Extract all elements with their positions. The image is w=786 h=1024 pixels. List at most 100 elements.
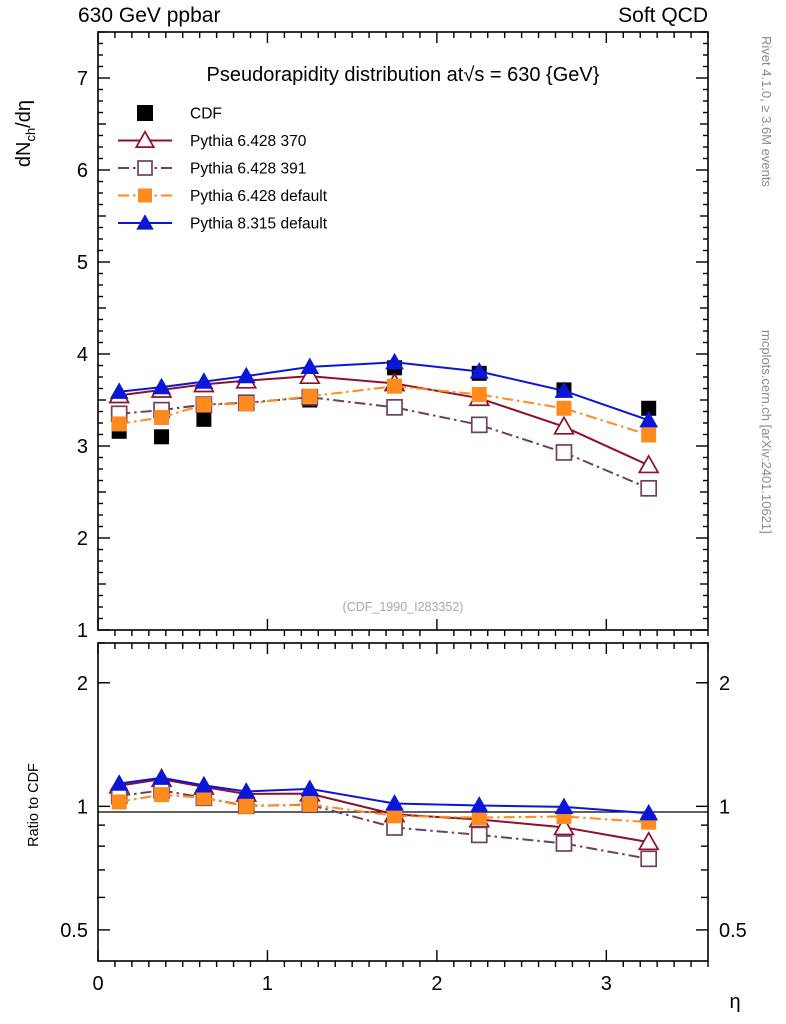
- data-marker: [469, 362, 489, 379]
- legend-item[interactable]: Pythia 6.428 370: [118, 130, 307, 150]
- main-data-series: [108, 352, 660, 497]
- ratio-panel: 2 2 1 1 0.5 0.5: [60, 642, 747, 967]
- data-marker: [236, 782, 256, 799]
- x-axis-tick-labels: 0 1 2 3: [92, 973, 611, 995]
- data-marker: [300, 357, 320, 375]
- x-axis-label: η: [729, 991, 740, 1013]
- plot-title: Pseudorapidity distribution at√s = 630 {…: [207, 64, 600, 86]
- data-marker: [385, 794, 404, 811]
- data-marker: [555, 835, 573, 852]
- data-marker: [641, 427, 657, 443]
- data-marker: [152, 377, 171, 395]
- main-ytick-label: 5: [77, 252, 88, 274]
- data-marker: [298, 364, 321, 385]
- data-marker: [134, 130, 156, 148]
- ratio-data-series: [108, 768, 660, 868]
- legend-item[interactable]: Pythia 6.428 default: [118, 188, 328, 205]
- header-right: Soft QCD: [618, 4, 708, 27]
- data-marker: [236, 366, 256, 384]
- data-marker: [136, 214, 154, 230]
- data-marker: [471, 810, 487, 826]
- data-marker: [471, 386, 487, 402]
- series-pythia-8-315-default: [109, 352, 659, 428]
- data-marker: [553, 415, 575, 435]
- data-marker: [109, 774, 129, 791]
- data-marker: [194, 775, 214, 793]
- main-tickmarks: [97, 31, 709, 636]
- data-marker: [196, 411, 212, 427]
- ratio-ytick-label: 1: [77, 796, 88, 818]
- x-tick-label: 2: [431, 973, 442, 995]
- main-panel: 7 6 5 4 3 2 1 Pseudorapidity distribution at√s…: [77, 31, 709, 642]
- data-marker: [137, 160, 153, 176]
- data-marker: [238, 396, 254, 412]
- data-marker: [302, 796, 318, 812]
- data-marker: [387, 378, 403, 394]
- data-marker: [553, 816, 575, 836]
- ratio-ytick-label-right: 0.5: [719, 920, 747, 942]
- data-marker: [302, 388, 318, 404]
- ratio-ytick-label: 0.5: [60, 920, 88, 942]
- ratio-ytick-label-right: 1: [719, 796, 730, 818]
- data-marker: [111, 794, 127, 810]
- data-marker: [154, 787, 170, 803]
- data-marker: [640, 850, 658, 868]
- data-marker: [470, 826, 488, 844]
- series-pythia-8-315-default: [109, 768, 659, 821]
- main-ytick-label: 2: [77, 528, 88, 550]
- ratio-ytick-label-right: 2: [719, 673, 730, 695]
- main-ytick-label: 6: [77, 160, 88, 182]
- data-marker: [386, 399, 403, 416]
- legend: CDF Pythia 6.428 370 Pythia 6.428 391 Pythi…: [118, 105, 328, 233]
- ratio-y-axis-label: Ratio to CDF: [26, 763, 42, 847]
- data-marker: [637, 454, 660, 474]
- sidenote-rivet: Rivet 4.1.0, ≥ 3.6M events: [759, 36, 774, 187]
- data-marker: [639, 803, 659, 821]
- x-tick-label: 3: [601, 973, 612, 995]
- data-marker: [154, 429, 170, 445]
- data-marker: [554, 797, 574, 815]
- data-marker: [556, 400, 572, 416]
- data-marker: [554, 381, 574, 398]
- main-ytick-label: 3: [77, 436, 88, 458]
- data-marker: [641, 400, 657, 416]
- ratio-ytick-labels: 2 2 1 1 0.5 0.5: [60, 673, 747, 942]
- data-marker: [238, 798, 254, 814]
- legend-label: CDF: [190, 106, 222, 123]
- main-ytick-label: 4: [77, 344, 88, 366]
- data-marker: [470, 416, 488, 434]
- data-marker: [639, 410, 659, 428]
- legend-label: Pythia 6.428 370: [190, 133, 307, 150]
- data-marker: [387, 808, 403, 824]
- data-marker: [385, 352, 404, 370]
- data-marker: [138, 188, 152, 203]
- data-marker: [300, 779, 320, 796]
- data-marker: [152, 768, 171, 785]
- ratio-tickmarks: [97, 642, 709, 967]
- data-marker: [111, 416, 127, 432]
- x-tick-label: 0: [92, 973, 103, 995]
- legend-item[interactable]: Pythia 6.428 391: [118, 160, 306, 178]
- main-ytick-labels: 7 6 5 4 3 2 1: [77, 68, 88, 642]
- legend-item[interactable]: Pythia 8.315 default: [118, 214, 328, 233]
- legend-item[interactable]: CDF: [137, 105, 222, 123]
- data-marker: [109, 382, 129, 399]
- data-marker: [137, 105, 153, 121]
- data-marker: [154, 409, 170, 425]
- main-ytick-label: 1: [77, 620, 88, 642]
- data-marker: [194, 372, 214, 389]
- legend-label: Pythia 8.315 default: [190, 216, 328, 233]
- header-left: 630 GeV ppbar: [78, 4, 220, 27]
- data-marker: [555, 444, 573, 461]
- main-ytick-label: 7: [77, 68, 88, 90]
- series-pythia-6-428-default: [111, 378, 657, 443]
- series-line: [119, 793, 649, 824]
- data-marker: [469, 796, 489, 813]
- ratio-ytick-label: 2: [77, 673, 88, 695]
- data-marker: [637, 831, 660, 851]
- data-marker: [196, 790, 212, 806]
- legend-label: Pythia 6.428 default: [190, 188, 328, 205]
- x-tick-label: 1: [262, 973, 273, 995]
